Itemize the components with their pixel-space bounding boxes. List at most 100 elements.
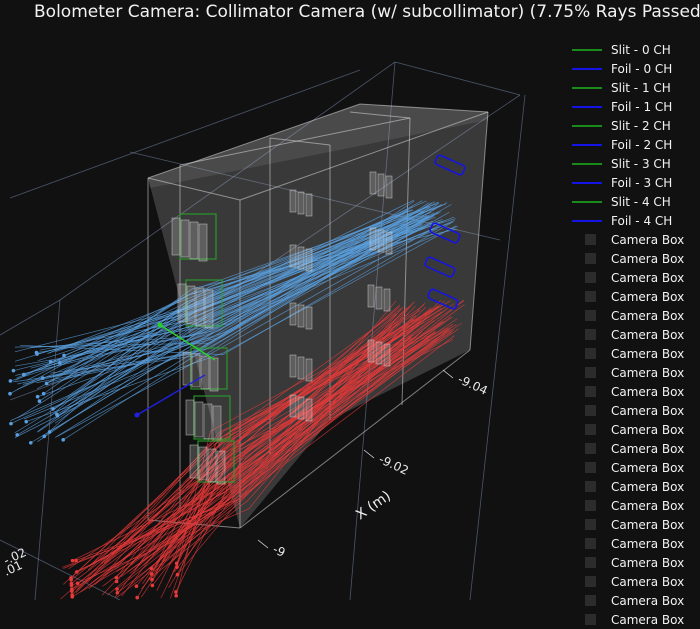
collimator-slot — [297, 246, 305, 270]
legend-label: Camera Box — [611, 403, 685, 418]
collimator-slot — [305, 358, 313, 382]
collimator-slot — [383, 343, 391, 367]
legend-item[interactable]: Foil - 2 CH — [572, 135, 700, 154]
legend-box-swatch — [585, 291, 596, 302]
legend-item[interactable]: Slit - 2 CH — [572, 116, 700, 135]
box-edge — [239, 111, 489, 201]
legend-label: Camera Box — [611, 555, 685, 570]
legend-item[interactable]: Slit - 3 CH — [572, 154, 700, 173]
legend-item[interactable]: Slit - 4 CH — [572, 192, 700, 211]
legend-item[interactable]: Camera Box — [572, 477, 700, 496]
box-edge — [359, 103, 489, 113]
foil-marker — [427, 288, 459, 310]
ray-source-point — [69, 577, 73, 582]
legend-item[interactable]: Camera Box — [572, 325, 700, 344]
legend-item[interactable]: Camera Box — [572, 401, 700, 420]
detector-plate — [198, 446, 208, 481]
ray-source-point — [8, 379, 13, 383]
legend-item[interactable]: Slit - 1 CH — [572, 78, 700, 97]
legend-item[interactable]: Camera Box — [572, 382, 700, 401]
legend-item[interactable]: Camera Box — [572, 496, 700, 515]
legend-item[interactable]: Camera Box — [572, 553, 700, 572]
grid-line — [34, 299, 61, 600]
detector-plate — [207, 448, 217, 483]
foil-markers — [424, 154, 466, 310]
legend-item[interactable]: Camera Box — [572, 287, 700, 306]
legend-item[interactable]: Camera Box — [572, 268, 700, 287]
camera-box-outline — [147, 103, 489, 529]
ray-upper — [20, 222, 452, 355]
ray-lower — [90, 322, 462, 584]
legend-box-swatch — [585, 405, 596, 416]
legend-line-swatch — [572, 105, 602, 108]
ray-source-point — [29, 440, 33, 445]
legend-item[interactable]: Camera Box — [572, 420, 700, 439]
legend-line-swatch — [572, 143, 602, 146]
legend-box-swatch — [585, 462, 596, 473]
x-tick-mark — [363, 449, 375, 459]
legend-item[interactable]: Foil - 1 CH — [572, 97, 700, 116]
ray-lower — [101, 329, 452, 596]
legend-item[interactable]: Camera Box — [572, 439, 700, 458]
ray-upper — [37, 212, 439, 371]
legend-item[interactable]: Foil - 0 CH — [572, 59, 700, 78]
ray-upper — [44, 202, 433, 367]
collimator-slot — [297, 396, 305, 420]
legend-item[interactable]: Camera Box — [572, 534, 700, 553]
collimator-slot — [375, 341, 383, 365]
collimator-slot — [289, 394, 297, 418]
box-edge — [349, 111, 411, 119]
collimator-slot — [369, 227, 377, 251]
legend-label: Foil - 3 CH — [611, 175, 673, 190]
ray-lower — [141, 308, 432, 590]
ray-lower — [148, 302, 426, 580]
legend-item[interactable]: Camera Box — [572, 515, 700, 534]
box-edge — [179, 117, 411, 166]
ray-source-point — [70, 595, 75, 599]
legend-label: Camera Box — [611, 251, 685, 266]
legend-box-swatch — [585, 310, 596, 321]
legend-box-swatch — [585, 595, 596, 606]
box-fill — [148, 104, 488, 528]
collimator-slot — [383, 288, 391, 312]
x-tick-mark — [257, 539, 269, 549]
collimator-slot — [369, 171, 377, 195]
detector-plate — [189, 221, 199, 260]
detector-plate — [212, 405, 222, 442]
legend-line-swatch — [572, 181, 602, 184]
legend-item[interactable]: Slit - 0 CH — [572, 40, 700, 59]
ray-source-point — [134, 584, 139, 588]
ray-upper — [55, 213, 406, 353]
ray-source-point — [8, 391, 12, 396]
legend-item[interactable]: Camera Box — [572, 363, 700, 382]
detector-plate — [185, 399, 195, 436]
legend-line-swatch — [572, 162, 602, 165]
collimator-slot — [367, 339, 375, 363]
legend-label: Slit - 4 CH — [611, 194, 671, 209]
ray-source-point — [61, 437, 66, 442]
legend-item[interactable]: Camera Box — [572, 458, 700, 477]
collimator-slot — [297, 304, 305, 328]
ray-lower — [103, 332, 436, 564]
legend-item[interactable]: Foil - 4 CH — [572, 211, 700, 230]
legend-item[interactable]: Camera Box — [572, 249, 700, 268]
ray-lower — [161, 329, 413, 562]
ray-upper — [37, 221, 425, 397]
collimator-slot — [289, 189, 297, 213]
legend-item[interactable]: Camera Box — [572, 572, 700, 591]
axis-indicator-point — [134, 412, 140, 418]
legend-item[interactable]: Camera Box — [572, 344, 700, 363]
legend-item[interactable]: Camera Box — [572, 610, 700, 629]
legend-line-swatch — [572, 86, 602, 89]
legend-item[interactable]: Foil - 3 CH — [572, 173, 700, 192]
ray-source-point — [150, 577, 154, 582]
legend-item[interactable]: Camera Box — [572, 230, 700, 249]
3d-scene[interactable]: -9-9.02-9.04X (m)-.02.01 — [0, 0, 700, 600]
collimator-slot — [297, 356, 305, 380]
legend-label: Slit - 3 CH — [611, 156, 671, 171]
legend-box-swatch — [585, 557, 596, 568]
legend-item[interactable]: Camera Box — [572, 591, 700, 610]
ray-upper — [37, 215, 419, 361]
legend-label: Camera Box — [611, 536, 685, 551]
legend-item[interactable]: Camera Box — [572, 306, 700, 325]
